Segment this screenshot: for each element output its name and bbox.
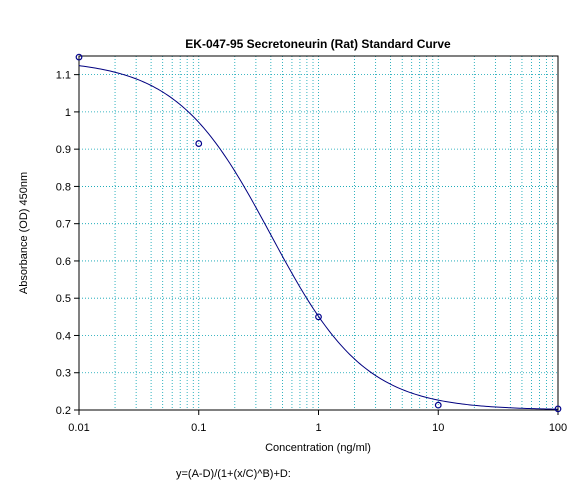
y-tick-label: 0.8 (56, 181, 71, 193)
fit-curve (78, 65, 559, 410)
y-tick-label: 1 (65, 107, 71, 119)
x-tick-label: 0.1 (191, 422, 206, 434)
y-tick-label: 0.6 (56, 256, 71, 268)
x-tick-label: 0.01 (68, 422, 89, 434)
y-tick-label: 0.4 (56, 330, 71, 342)
y-tick-label: 0.7 (56, 219, 71, 231)
x-tick-label: 1 (315, 422, 321, 434)
y-tick-label: 1.1 (56, 70, 71, 82)
x-tick-label: 100 (549, 422, 567, 434)
y-tick-label: 0.2 (56, 405, 71, 417)
data-point (434, 401, 442, 409)
data-point (554, 405, 562, 413)
y-axis-label: Absorbance (OD) 450nm (18, 172, 30, 294)
y-tick-label: 0.3 (56, 368, 71, 380)
axis-ticks: 0.2 0.3 0.4 0.5 0.6 0.7 0.8 0.9 1 1.1 0.01 0.1 1 10 10… (56, 70, 567, 434)
y-tick-label: 0.5 (56, 293, 71, 305)
data-point (75, 53, 83, 61)
fit-equation: y=(A-D)/(1+(x/C)^B)+D: (176, 468, 291, 480)
grid-lines (79, 56, 558, 410)
chart-title: EK-047-95 Secretoneurin (Rat) Standard C… (185, 37, 451, 51)
data-points (75, 53, 562, 413)
data-point (315, 313, 322, 321)
y-tick-label: 0.9 (56, 144, 71, 156)
x-axis-label: Concentration (ng/ml) (265, 442, 371, 454)
data-point (195, 140, 203, 147)
x-tick-label: 10 (432, 422, 444, 434)
